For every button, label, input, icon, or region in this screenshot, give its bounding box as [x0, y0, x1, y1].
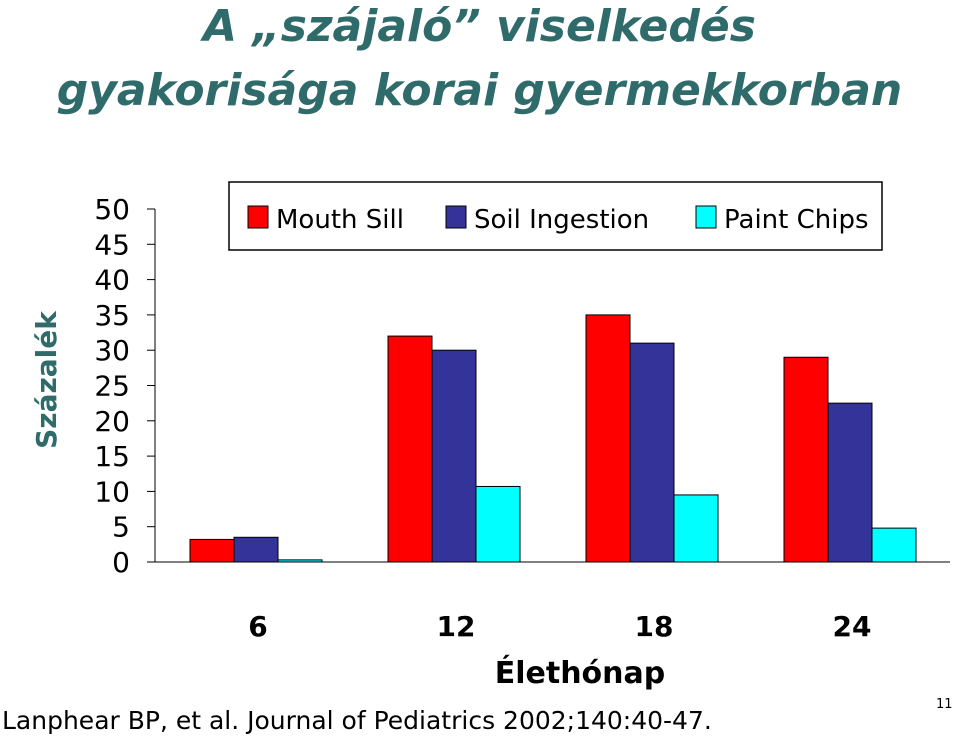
y-tick-label: 5	[112, 511, 130, 544]
bar-soil-ingestion-24	[827, 402, 873, 563]
y-axis-title: Százalék	[30, 310, 63, 449]
legend-label-soil-ingestion: Soil Ingestion	[474, 205, 649, 235]
legend-swatch-paint-chips	[695, 205, 717, 229]
bar-paint-chips-24	[871, 527, 917, 563]
legend-box	[228, 181, 883, 251]
bar-mouth-sill-18	[585, 314, 631, 563]
bar-mouth-sill-24	[783, 356, 829, 563]
x-tick-label: 6	[248, 610, 267, 643]
page-number: 11	[936, 697, 953, 712]
bar-paint-chips-18	[673, 494, 719, 563]
y-tick-label: 25	[94, 370, 130, 403]
y-tick-label: 50	[94, 193, 130, 226]
legend-label-paint-chips: Paint Chips	[724, 205, 869, 235]
x-tick-label: 18	[635, 610, 674, 643]
y-tick-label: 15	[94, 440, 130, 473]
slide-title-line-2: gyakorisága korai gyermekkorban	[56, 65, 903, 116]
x-axis-title: Élethónap	[495, 655, 666, 691]
y-tick-label: 45	[94, 228, 130, 261]
legend-swatch-mouth-sill	[247, 205, 269, 229]
bar-mouth-sill-12	[387, 335, 433, 563]
bar-soil-ingestion-12	[431, 349, 477, 563]
bar-paint-chips-6	[277, 559, 323, 563]
y-tick-label: 40	[94, 264, 130, 297]
bar-soil-ingestion-6	[233, 536, 279, 563]
legend-swatch-soil-ingestion	[445, 205, 467, 229]
bar-soil-ingestion-18	[629, 342, 675, 563]
x-tick-label: 24	[833, 610, 872, 643]
legend-label-mouth-sill: Mouth Sill	[276, 205, 404, 235]
slide-title-line-1: A „szájaló” viselkedés	[203, 1, 756, 52]
x-tick-label: 12	[437, 610, 476, 643]
y-tick-label: 20	[94, 405, 130, 438]
bar-mouth-sill-6	[189, 538, 235, 563]
y-tick-label: 0	[112, 546, 130, 579]
y-tick-label: 35	[94, 299, 130, 332]
y-tick-label: 10	[94, 475, 130, 508]
citation: Lanphear BP, et al. Journal of Pediatric…	[2, 706, 712, 735]
bar-paint-chips-12	[475, 485, 521, 563]
y-tick-label: 30	[94, 334, 130, 367]
